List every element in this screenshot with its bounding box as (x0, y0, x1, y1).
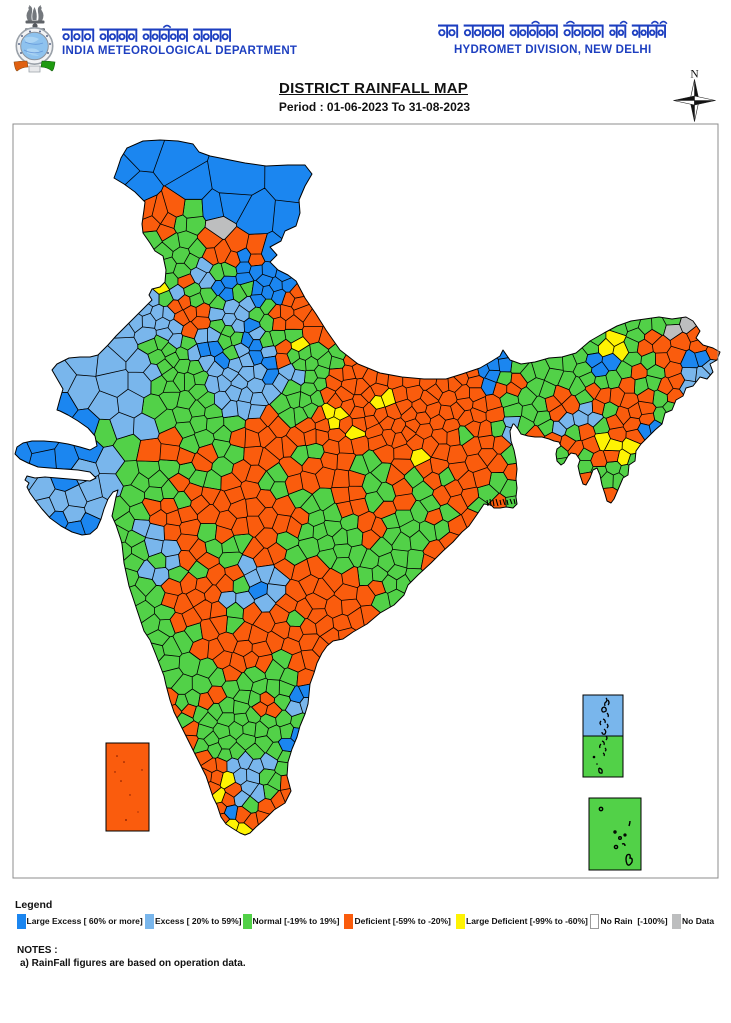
svg-text:N: N (690, 69, 699, 81)
